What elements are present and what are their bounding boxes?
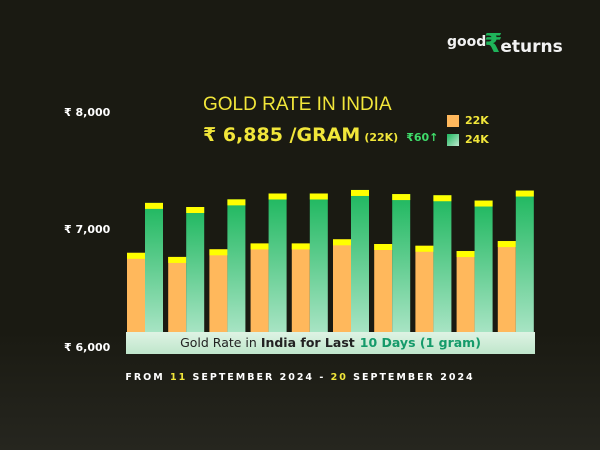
legend-item-22k: 22K — [447, 111, 489, 130]
bar-cap-22k-3 — [209, 249, 228, 256]
y-tick-label: ₹ 6,000 — [64, 341, 111, 354]
caption-text: Gold Rate in — [180, 335, 261, 350]
bar-22k-8 — [415, 245, 434, 333]
bar-22k-5 — [291, 243, 310, 333]
bar-24k-7 — [392, 194, 411, 333]
bar-cap-22k-5 — [291, 243, 310, 250]
bar-24k-3 — [227, 199, 246, 333]
bar-22k-10 — [497, 241, 516, 333]
goodreturns-logo: good₹eturns — [447, 31, 563, 57]
date-range: FROM 11 SEPTEMBER 2024 - 20 SEPTEMBER 20… — [0, 372, 600, 383]
bar-24k-10 — [515, 190, 534, 333]
bar-24k-1 — [145, 202, 163, 333]
legend: 22K 24K — [447, 111, 489, 149]
bar-cap-22k-9 — [456, 251, 475, 258]
chart-caption-banner: Gold Rate in India for Last 10 Days (1 gr… — [126, 332, 535, 354]
bar-22k-6 — [333, 239, 351, 333]
bar-cap-24k-10 — [515, 190, 534, 197]
bar-24k-2 — [186, 207, 205, 333]
bar-22k-1 — [127, 252, 145, 333]
bar-cap-22k-8 — [415, 245, 434, 252]
bar-cap-22k-2 — [168, 256, 187, 263]
end-day: 20 — [330, 372, 348, 383]
start-day: 11 — [169, 372, 188, 383]
price-value: ₹ 6,885 /GRAM — [203, 124, 361, 146]
bar-24k-4 — [268, 193, 287, 333]
bar-22k-9 — [456, 251, 475, 333]
bar-cap-24k-3 — [227, 199, 246, 206]
logo-good: good — [447, 34, 487, 50]
legend-label-22k: 22K — [465, 114, 489, 127]
bar-cap-24k-9 — [474, 200, 493, 207]
chart-title: GOLD RATE IN INDIA — [203, 94, 392, 115]
start-month: SEPTEMBER 2024 - — [187, 372, 331, 383]
bar-cap-22k-10 — [497, 241, 516, 248]
y-tick-label: ₹ 8,000 — [64, 106, 111, 119]
bar-cap-24k-6 — [351, 189, 369, 196]
logo-eturns: eturns — [500, 37, 563, 57]
bar-22k-4 — [250, 243, 269, 333]
caption-highlight: 10 Days (1 gram) — [359, 335, 481, 350]
bar-cap-24k-7 — [392, 194, 411, 201]
caption-bold: India for Last — [260, 335, 355, 350]
end-month: SEPTEMBER 2024 — [347, 372, 475, 383]
date-range-from: FROM — [125, 372, 170, 383]
y-tick-label: ₹ 7,000 — [64, 223, 111, 236]
current-price: ₹ 6,885 /GRAM (22K) ₹60↑ — [203, 124, 438, 146]
legend-swatch-22k — [447, 114, 459, 127]
bar-22k-3 — [209, 249, 228, 333]
bar-24k-9 — [474, 200, 493, 333]
bar-cap-24k-2 — [186, 207, 205, 213]
bar-24k-8 — [433, 195, 452, 333]
price-change: ₹60↑ — [406, 131, 439, 144]
bar-cap-24k-8 — [433, 195, 452, 202]
bar-cap-22k-6 — [333, 239, 351, 246]
logo-rupee: ₹ — [484, 29, 503, 59]
legend-swatch-24k — [447, 133, 459, 146]
price-unit: (22K) — [364, 131, 399, 144]
legend-item-24k: 24K — [447, 130, 489, 149]
bar-cap-22k-7 — [374, 244, 393, 251]
bar-cap-24k-4 — [268, 193, 287, 200]
bar-24k-5 — [309, 193, 328, 333]
bar-24k-6 — [351, 189, 369, 333]
bar-cap-22k-1 — [127, 252, 145, 259]
bar-cap-24k-1 — [145, 202, 163, 209]
legend-label-24k: 24K — [465, 133, 489, 146]
bar-cap-22k-4 — [250, 243, 269, 250]
bar-22k-2 — [168, 256, 187, 333]
bar-cap-24k-5 — [309, 193, 328, 200]
bar-22k-7 — [374, 244, 393, 333]
